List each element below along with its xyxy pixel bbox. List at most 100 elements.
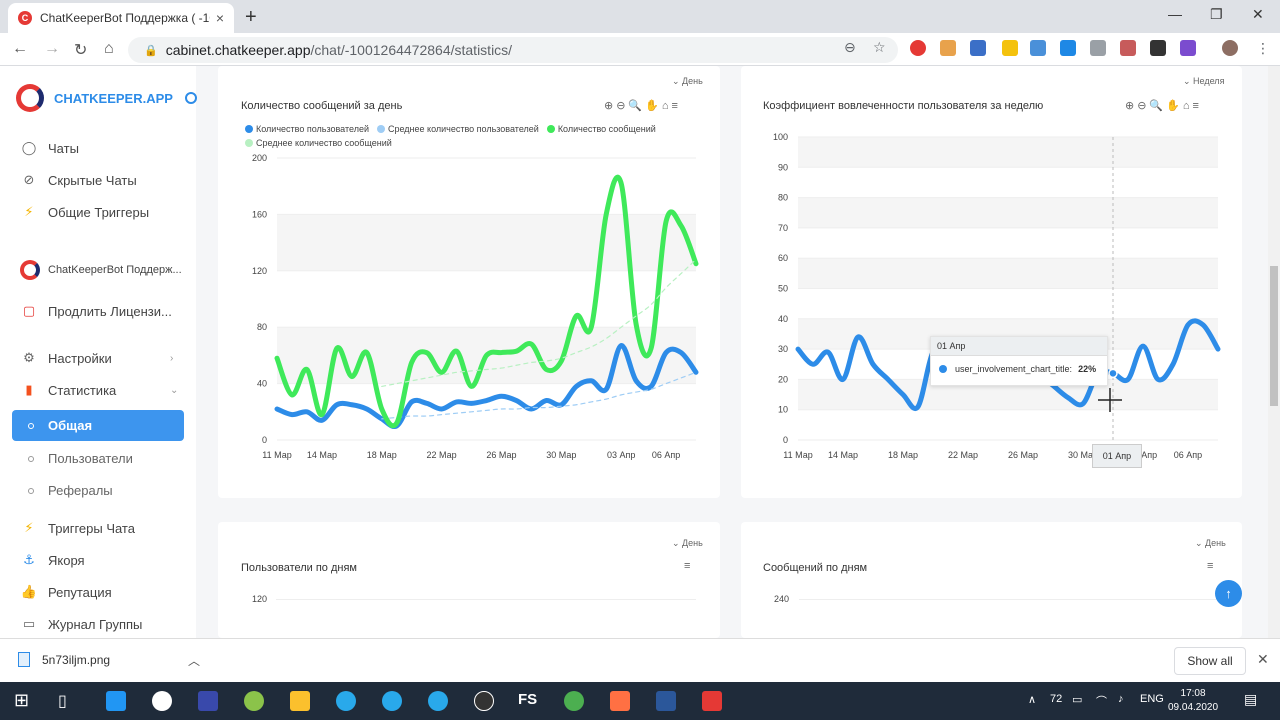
hover-point[interactable] (1108, 368, 1118, 379)
sidebar-item-anchors[interactable]: ⚓ Якоря (20, 552, 85, 568)
period-select[interactable]: ⌄ День (672, 76, 703, 86)
close-tab-icon[interactable]: × (215, 10, 224, 26)
extension-icon[interactable] (970, 40, 986, 56)
legend-item[interactable]: Среднее количество сообщений (245, 138, 392, 148)
language-indicator[interactable]: ENG (1140, 693, 1164, 705)
home-icon[interactable]: ⌂ (104, 40, 114, 57)
sidebar-item-chat-triggers[interactable]: ⚡ Триггеры Чата (20, 520, 135, 536)
chart-toolbar[interactable]: ⊕⊖🔍✋⌂≡ (604, 100, 681, 112)
taskbar-app-icon[interactable] (474, 691, 494, 711)
telegram-icon[interactable] (428, 691, 448, 711)
clock[interactable]: 17:08 09.04.2020 (1168, 687, 1218, 715)
forward-icon[interactable]: → (44, 40, 60, 57)
taskbar-app-icon[interactable] (106, 691, 126, 711)
tooltip-series-dot (939, 365, 947, 373)
sidebar-item-statistics[interactable]: ▮ Статистика ⌄ (20, 382, 178, 398)
fs-app-icon[interactable]: FS (518, 691, 538, 708)
back-icon[interactable]: ← (12, 40, 28, 57)
y-tick-label: 80 (257, 322, 267, 332)
y-tick-label: 200 (252, 153, 267, 163)
scrollbar-thumb[interactable] (1270, 266, 1278, 406)
word-icon[interactable] (656, 691, 676, 711)
brand[interactable]: CHATKEEPER.APP (16, 84, 197, 112)
x-tick-label: 26 Мар (486, 450, 516, 460)
journal-icon: ▭ (22, 616, 36, 631)
download-bar: 5n73iljm.png ︿ Show all ✕ (0, 638, 1280, 682)
minimize-icon[interactable]: — (1168, 6, 1182, 22)
chart-toolbar[interactable]: ⊕⊖🔍✋⌂≡ (1125, 100, 1202, 112)
series-line[interactable] (381, 371, 697, 420)
extension-icon[interactable] (1180, 40, 1196, 56)
file-explorer-icon[interactable] (290, 691, 310, 711)
tray-chevron-icon[interactable]: ∧ (1028, 694, 1037, 706)
chart-menu-icon[interactable]: ≡ (684, 560, 694, 572)
sidebar-item-chats[interactable]: ◯ Чаты (20, 140, 79, 156)
y-tick-label: 90 (778, 162, 788, 172)
period-select[interactable]: ⌄ День (1195, 538, 1226, 548)
legend-label: Среднее количество пользователей (387, 124, 539, 134)
theme-toggle-icon[interactable] (184, 92, 197, 104)
extension-icon[interactable] (1002, 40, 1018, 56)
chart-menu-icon[interactable]: ≡ (1207, 560, 1217, 572)
reload-icon[interactable]: ↻ (74, 42, 88, 59)
involvement-chart[interactable]: 0 10 20 30 40 50 60 70 80 90 100 11 Мар 14 Мар 18 Мар… (741, 66, 1242, 498)
download-item[interactable]: 5n73iljm.png (18, 652, 110, 667)
sidebar-subitem-referrals[interactable]: Рефералы (28, 483, 113, 498)
sidebar-item-common-triggers[interactable]: ⚡ Общие Триггеры (20, 204, 149, 220)
scroll-top-button[interactable]: ↑ (1215, 580, 1242, 607)
sidebar-item-label: Чаты (48, 140, 79, 156)
link-extension-icon[interactable] (1090, 40, 1106, 56)
opera-extension-icon[interactable] (910, 40, 926, 56)
task-view-icon[interactable]: ▯ (58, 693, 67, 710)
close-download-bar-icon[interactable]: ✕ (1257, 651, 1269, 667)
sidebar-subitem-general[interactable]: Общая (12, 410, 184, 441)
legend-item[interactable]: Количество сообщений (546, 124, 656, 134)
iq-extension-icon[interactable] (1060, 40, 1076, 56)
extension-icon[interactable] (1120, 40, 1136, 56)
legend-item[interactable]: Количество пользователей (245, 124, 369, 134)
fl-studio-icon[interactable] (610, 691, 630, 711)
new-tab-icon[interactable]: + (245, 6, 257, 28)
bookmark-star-icon[interactable]: ☆ (873, 39, 886, 55)
taskbar-app-icon[interactable] (152, 691, 172, 711)
zoom-icon[interactable]: ⊖ (844, 39, 856, 55)
page-scrollbar[interactable] (1268, 66, 1280, 638)
sidebar-item-hidden-chats[interactable]: ⊘ Скрытые Чаты (20, 172, 137, 188)
profile-avatar[interactable] (1222, 40, 1238, 56)
url-input[interactable]: 🔒 cabinet.chatkeeper.app/chat/-100126447… (128, 37, 898, 63)
telegram-icon[interactable] (336, 691, 356, 711)
taskbar-app-icon[interactable] (198, 691, 218, 711)
messages-chart[interactable]: 0 40 80 120 160 200 11 Мар 14 Мар 18 Мар 22 Мар 26… (218, 66, 720, 498)
volume-icon[interactable]: ♪ (1118, 693, 1124, 705)
taskbar-app-icon[interactable] (702, 691, 722, 711)
show-all-button[interactable]: Show all (1174, 647, 1246, 675)
tray-icon[interactable]: ▭ (1072, 694, 1083, 706)
telegram-icon[interactable] (382, 691, 402, 711)
taskbar-app-icon[interactable] (244, 691, 264, 711)
sidebar-item-license[interactable]: ▢ Продлить Лицензи... (20, 303, 172, 319)
sidebar-item-label: Якоря (48, 552, 85, 568)
sidebar-item-bot[interactable]: ChatKeeperBot Поддерж... (20, 260, 182, 280)
chevron-up-icon[interactable]: ︿ (188, 654, 201, 668)
sidebar-item-reputation[interactable]: 👍 Репутация (20, 584, 112, 600)
browser-tab[interactable]: C ChatKeeperBot Поддержка ( -10 × (8, 3, 234, 33)
sidebar-item-label: Настройки (48, 350, 112, 366)
series-line[interactable] (274, 174, 699, 429)
network-icon[interactable]: ⌒ (1096, 696, 1107, 708)
chrome-icon[interactable] (564, 691, 584, 711)
notifications-icon[interactable]: ▤ (1244, 691, 1258, 707)
period-select[interactable]: ⌄ День (672, 538, 703, 548)
x-tick-label: 14 Мар (828, 450, 858, 460)
legend-item[interactable]: Среднее количество пользователей (376, 124, 539, 134)
close-window-icon[interactable]: ✕ (1252, 6, 1264, 22)
browser-menu-icon[interactable]: ⋮ (1256, 40, 1270, 56)
extension-icon[interactable] (940, 40, 956, 56)
sidebar-item-settings[interactable]: ⚙ Настройки › (20, 350, 173, 366)
sidebar-subitem-users[interactable]: Пользователи (28, 451, 133, 466)
maximize-icon[interactable]: ❐ (1210, 6, 1223, 22)
cart-extension-icon[interactable] (1030, 40, 1046, 56)
period-select[interactable]: ⌄ Неделя (1183, 76, 1225, 86)
se-extension-icon[interactable] (1150, 40, 1166, 56)
windows-start-icon[interactable]: ⊞ (14, 690, 30, 710)
sidebar-item-group-log[interactable]: ▭ Журнал Группы (20, 616, 143, 632)
